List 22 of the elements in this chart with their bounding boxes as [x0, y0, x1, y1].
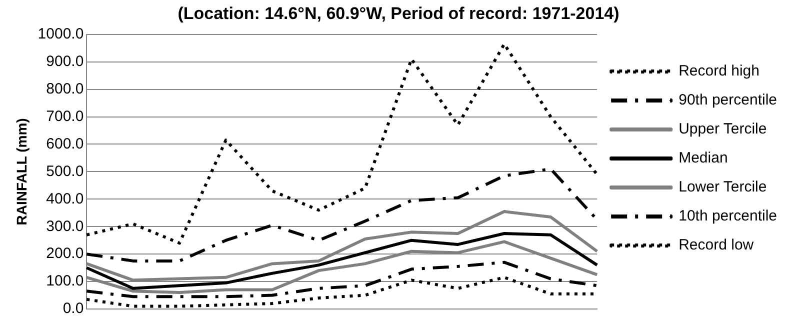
legend-label: 10th percentile: [678, 208, 778, 225]
legend-label: Upper Tercile: [678, 120, 767, 138]
y-tick-label: 0.0: [62, 300, 84, 318]
line-series: [85, 42, 599, 245]
chart-title: (Location: 14.6°N, 60.9°W, Period of record: 1971-2014): [178, 4, 620, 23]
y-tick-label: 900.0: [46, 53, 84, 70]
y-tick-label: 300.0: [46, 218, 84, 235]
legend-label: 90th percentile: [678, 92, 778, 109]
legend-label: Record high: [678, 62, 760, 80]
legend-label: Median: [678, 150, 728, 167]
y-tick-label: 700.0: [46, 108, 84, 125]
legend-label: Record low: [678, 236, 754, 254]
legend-label: Lower Tercile: [678, 178, 767, 196]
y-tick-label: 100.0: [46, 272, 84, 290]
y-tick-label: 400.0: [46, 190, 84, 208]
y-tick-label: 200.0: [46, 245, 84, 262]
y-tick-label: 600.0: [46, 135, 84, 152]
y-tick-label: 500.0: [46, 162, 84, 180]
y-axis-title: RAINFALL (mm): [13, 118, 30, 226]
line-series: [85, 260, 599, 298]
y-tick-label: 800.0: [46, 80, 84, 98]
y-tick-label: 1000.0: [38, 26, 84, 43]
